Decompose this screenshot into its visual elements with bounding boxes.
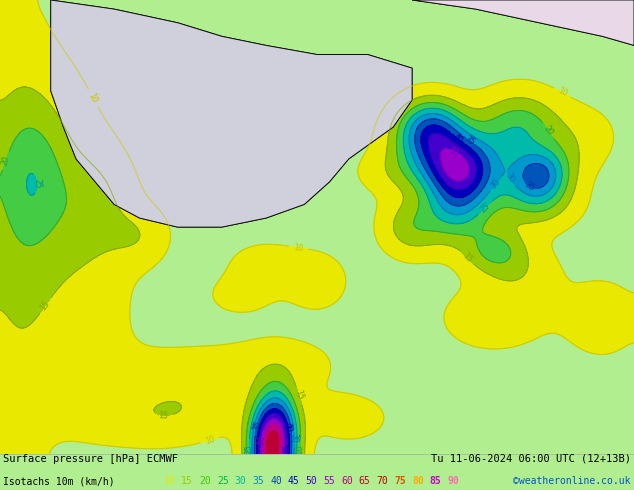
Text: Surface pressure [hPa] ECMWF: Surface pressure [hPa] ECMWF bbox=[3, 454, 178, 464]
Text: 45: 45 bbox=[426, 149, 437, 162]
Text: 10: 10 bbox=[87, 92, 100, 104]
Text: 15: 15 bbox=[158, 411, 169, 420]
Text: 20: 20 bbox=[199, 476, 211, 486]
Text: 40: 40 bbox=[270, 476, 282, 486]
Text: 35: 35 bbox=[523, 180, 536, 193]
Text: Isotachs 10m (km/h): Isotachs 10m (km/h) bbox=[3, 476, 115, 486]
Polygon shape bbox=[412, 0, 634, 46]
Text: 10: 10 bbox=[556, 86, 569, 99]
Text: 20: 20 bbox=[295, 444, 305, 454]
Text: 15: 15 bbox=[460, 251, 474, 264]
Text: 15: 15 bbox=[39, 299, 52, 312]
Polygon shape bbox=[51, 0, 412, 227]
Text: 35: 35 bbox=[463, 134, 476, 147]
Polygon shape bbox=[412, 0, 634, 46]
Text: Tu 11-06-2024 06:00 UTC (12+13B): Tu 11-06-2024 06:00 UTC (12+13B) bbox=[431, 454, 631, 464]
Text: 15: 15 bbox=[158, 411, 169, 420]
Text: 15: 15 bbox=[294, 390, 305, 401]
Text: 15: 15 bbox=[460, 251, 474, 264]
Text: 10: 10 bbox=[556, 86, 569, 99]
Text: 25: 25 bbox=[245, 444, 254, 454]
Text: 70: 70 bbox=[377, 476, 389, 486]
Text: 35: 35 bbox=[251, 420, 262, 432]
Text: 90: 90 bbox=[448, 476, 460, 486]
Text: 55: 55 bbox=[323, 476, 335, 486]
Text: 50: 50 bbox=[256, 434, 266, 445]
Text: 40: 40 bbox=[283, 422, 294, 433]
Text: 20: 20 bbox=[0, 155, 11, 167]
Text: 35: 35 bbox=[251, 420, 262, 432]
Text: 10: 10 bbox=[294, 243, 304, 253]
Text: 50: 50 bbox=[448, 145, 460, 158]
Text: 45: 45 bbox=[288, 476, 300, 486]
Text: 30: 30 bbox=[503, 172, 517, 185]
Text: 25: 25 bbox=[479, 201, 491, 214]
Text: 30: 30 bbox=[235, 476, 247, 486]
Text: 20: 20 bbox=[295, 444, 305, 454]
Text: 50: 50 bbox=[256, 434, 266, 445]
Text: 50: 50 bbox=[306, 476, 318, 486]
Text: 30: 30 bbox=[489, 177, 502, 191]
Text: 30: 30 bbox=[503, 172, 517, 185]
Text: 30: 30 bbox=[489, 177, 502, 191]
Text: 35: 35 bbox=[463, 134, 476, 147]
Text: 10: 10 bbox=[164, 476, 176, 486]
Text: 35: 35 bbox=[252, 476, 264, 486]
Text: ©weatheronline.co.uk: ©weatheronline.co.uk bbox=[514, 476, 631, 486]
Text: 25: 25 bbox=[245, 444, 254, 454]
Text: 40: 40 bbox=[451, 132, 464, 145]
Text: 15: 15 bbox=[294, 390, 305, 401]
Text: 25: 25 bbox=[479, 201, 491, 214]
Text: 20: 20 bbox=[542, 124, 555, 137]
Text: 25: 25 bbox=[32, 178, 42, 189]
Text: 45: 45 bbox=[426, 149, 437, 162]
Text: 30: 30 bbox=[290, 433, 299, 443]
Text: 10: 10 bbox=[204, 435, 216, 446]
Text: 25: 25 bbox=[32, 178, 42, 189]
Text: 20: 20 bbox=[0, 155, 11, 167]
Text: 45: 45 bbox=[282, 444, 292, 454]
Text: 65: 65 bbox=[359, 476, 371, 486]
Text: 10: 10 bbox=[204, 435, 216, 446]
Text: 30: 30 bbox=[290, 433, 299, 443]
Text: 50: 50 bbox=[448, 145, 460, 158]
Text: 10: 10 bbox=[87, 92, 100, 104]
Polygon shape bbox=[51, 0, 412, 227]
Text: 25: 25 bbox=[217, 476, 229, 486]
Text: 20: 20 bbox=[542, 124, 555, 137]
Text: 60: 60 bbox=[341, 476, 353, 486]
Text: 85: 85 bbox=[430, 476, 442, 486]
Text: 10: 10 bbox=[294, 243, 304, 253]
Text: 75: 75 bbox=[394, 476, 406, 486]
Text: 45: 45 bbox=[282, 444, 292, 454]
Text: 35: 35 bbox=[523, 180, 536, 193]
Text: 15: 15 bbox=[181, 476, 193, 486]
Text: 40: 40 bbox=[451, 132, 464, 145]
Text: 15: 15 bbox=[39, 299, 52, 312]
Text: 40: 40 bbox=[283, 422, 294, 433]
Text: 80: 80 bbox=[412, 476, 424, 486]
